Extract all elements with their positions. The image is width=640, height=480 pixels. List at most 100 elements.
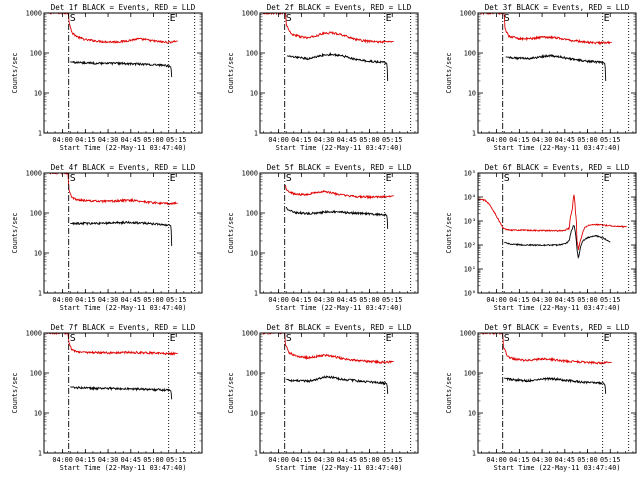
x-tick-label: 05:15 — [166, 136, 186, 144]
series-lld-line — [44, 333, 178, 356]
y-axis-label: Counts/sec — [11, 53, 19, 94]
panel-title: Det 7f BLACK = Events, RED = LLD — [51, 323, 196, 332]
x-tick-label: 05:15 — [382, 296, 402, 304]
x-tick-label: 04:45 — [337, 296, 357, 304]
series-events-line — [70, 220, 173, 246]
y-tick-label: 100 — [246, 50, 258, 58]
x-axis-label: Start Time (22-May-11 03:47:40) — [276, 304, 403, 312]
x-axis-label: Start Time (22-May-11 03:47:40) — [60, 464, 187, 472]
x-tick-label: 04:45 — [555, 136, 575, 144]
y-tick-label: 100 — [30, 50, 42, 58]
series-events-line — [286, 52, 389, 81]
end-marker-label: E — [386, 13, 392, 24]
x-tick-label: 04:30 — [314, 456, 334, 464]
x-axis-label: Start Time (22-May-11 03:47:40) — [494, 304, 621, 312]
end-marker-label: E — [604, 333, 610, 344]
x-tick-label: 05:00 — [577, 136, 597, 144]
y-tick-label: 10 — [34, 250, 42, 258]
x-tick-label: 04:15 — [509, 456, 529, 464]
start-marker-label: S — [504, 13, 510, 24]
x-tick-label: 04:00 — [52, 456, 72, 464]
y-tick-label: 100 — [246, 370, 258, 378]
plot-area — [44, 333, 178, 400]
x-axis-label: Start Time (22-May-11 03:47:40) — [60, 144, 187, 152]
plot-area — [285, 184, 394, 229]
series-lld-line — [44, 13, 178, 44]
start-marker-label: S — [70, 333, 76, 344]
x-tick-label: 04:00 — [268, 296, 288, 304]
x-tick-label: 04:00 — [52, 136, 72, 144]
end-marker-label: E — [386, 333, 392, 344]
y-axis-label: Counts/sec — [445, 373, 453, 414]
series-lld-line — [478, 333, 612, 365]
y-tick-label: 10 — [34, 410, 42, 418]
plot-area — [478, 194, 627, 259]
plot-frame — [259, 12, 419, 134]
y-tick-label: 10 — [468, 90, 476, 98]
plot-area — [478, 13, 612, 81]
x-tick-label: 05:00 — [359, 296, 379, 304]
y-tick-label: 1 — [254, 450, 258, 458]
y-tick-label: 1 — [38, 290, 42, 298]
plot-area — [260, 333, 394, 394]
x-tick-label: 04:30 — [314, 136, 334, 144]
series-events-line — [286, 375, 389, 394]
y-axis-label: Counts/sec — [11, 213, 19, 254]
y-axis-label: Counts/sec — [227, 213, 235, 254]
plot-frame — [259, 172, 419, 294]
y-tick-label: 10⁰ — [464, 290, 476, 298]
series-lld-line — [478, 13, 612, 46]
end-marker-label: E — [170, 13, 176, 24]
x-tick-label: 04:15 — [509, 296, 529, 304]
panel-title: Det 5f BLACK = Events, RED = LLD — [267, 163, 412, 172]
series-lld-line — [260, 333, 394, 365]
end-marker-label: E — [386, 173, 392, 184]
x-tick-label: 04:30 — [98, 136, 118, 144]
plot-area — [260, 13, 394, 81]
y-axis-label: Counts/sec — [227, 373, 235, 414]
plot-frame — [43, 332, 203, 454]
start-marker-label: S — [286, 333, 292, 344]
panel-title: Det 9f BLACK = Events, RED = LLD — [485, 323, 630, 332]
x-tick-label: 05:15 — [600, 296, 620, 304]
y-tick-label: 1 — [38, 450, 42, 458]
x-tick-label: 05:00 — [577, 296, 597, 304]
panel-title: Det 4f BLACK = Events, RED = LLD — [51, 163, 196, 172]
y-axis-label: Counts/sec — [445, 53, 453, 94]
x-tick-label: 04:00 — [486, 296, 506, 304]
y-tick-label: 1000 — [242, 170, 258, 178]
x-axis-label: Start Time (22-May-11 03:47:40) — [60, 304, 187, 312]
x-tick-label: 05:00 — [143, 296, 163, 304]
x-tick-label: 04:00 — [268, 456, 288, 464]
plot-frame — [477, 172, 637, 294]
y-tick-label: 1 — [254, 130, 258, 138]
y-tick-label: 10⁴ — [464, 194, 476, 202]
y-tick-label: 1000 — [460, 10, 476, 18]
y-tick-label: 10 — [250, 410, 258, 418]
x-tick-label: 05:00 — [359, 136, 379, 144]
x-tick-label: 05:00 — [143, 456, 163, 464]
y-tick-label: 10 — [468, 410, 476, 418]
plot-frame — [43, 172, 203, 294]
x-tick-label: 04:30 — [532, 296, 552, 304]
y-axis-label: Counts/sec — [445, 213, 453, 254]
y-tick-label: 1000 — [242, 330, 258, 338]
y-tick-label: 100 — [246, 210, 258, 218]
start-marker-label: S — [70, 13, 76, 24]
x-tick-label: 04:30 — [532, 456, 552, 464]
y-tick-label: 10 — [250, 250, 258, 258]
x-tick-label: 04:30 — [98, 296, 118, 304]
y-tick-label: 1000 — [242, 10, 258, 18]
y-tick-label: 100 — [464, 370, 476, 378]
y-tick-label: 10⁵ — [464, 170, 476, 178]
y-tick-label: 1000 — [26, 330, 42, 338]
x-tick-label: 04:15 — [75, 456, 95, 464]
